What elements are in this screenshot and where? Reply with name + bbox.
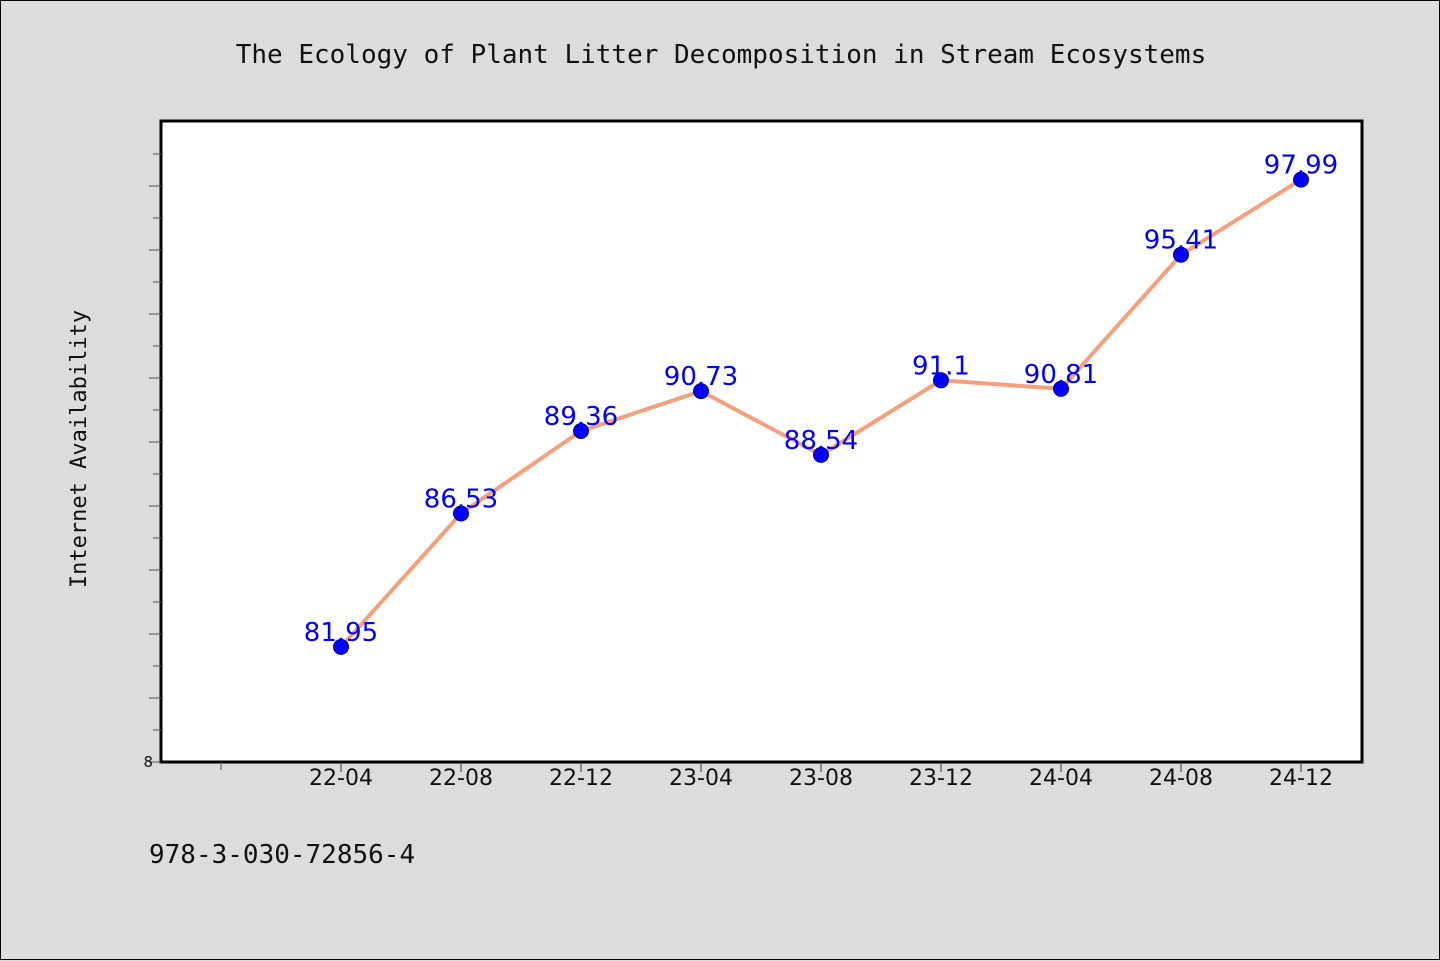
data-point (333, 638, 349, 655)
data-point (693, 383, 709, 400)
data-point (1293, 171, 1309, 188)
x-tick-label: 22-12 (549, 766, 613, 791)
data-point (573, 423, 589, 439)
data-point (813, 446, 829, 463)
data-label: 86.53 (424, 485, 498, 515)
x-axis-ticks: 22-04 22-08 22-12 23-04 23-08 23-12 24-04 24-08… (220, 762, 1333, 791)
data-label: 95.41 (1144, 226, 1218, 256)
x-tick-label: 23-04 (669, 766, 733, 791)
data-label: 90.73 (664, 362, 738, 392)
data-label: 91.1 (912, 351, 970, 381)
x-tick-label: 22-04 (309, 766, 373, 791)
data-point (453, 505, 469, 522)
x-tick-label: 24-08 (1149, 766, 1213, 791)
x-tick-label: 23-08 (789, 766, 853, 791)
data-point (1173, 246, 1189, 263)
chart-title: The Ecology of Plant Litter Decompositio… (236, 40, 1207, 70)
data-label: 88.54 (784, 426, 858, 456)
y-axis-ticks (149, 153, 161, 763)
y-tick-label: 8 (143, 753, 153, 771)
isbn-label: 978-3-030-72856-4 (149, 840, 415, 870)
x-tick-label: 23-12 (909, 766, 973, 791)
plot-area (159, 119, 1364, 764)
data-label: 89.36 (544, 402, 618, 432)
data-label: 81.95 (304, 618, 378, 648)
y-axis-label: Internet Availability (67, 310, 92, 588)
x-tick-label: 24-04 (1029, 766, 1093, 791)
data-point (933, 372, 949, 389)
data-label: 90.81 (1024, 360, 1098, 390)
data-point (1053, 380, 1069, 397)
x-tick-label: 24-12 (1269, 766, 1333, 791)
series-layer: 81.95 86.53 89.36 90.73 88.54 91.1 90.81 95.41 9… (304, 151, 1338, 655)
x-tick-label: 22-08 (429, 766, 493, 791)
data-label: 97.99 (1264, 151, 1338, 181)
